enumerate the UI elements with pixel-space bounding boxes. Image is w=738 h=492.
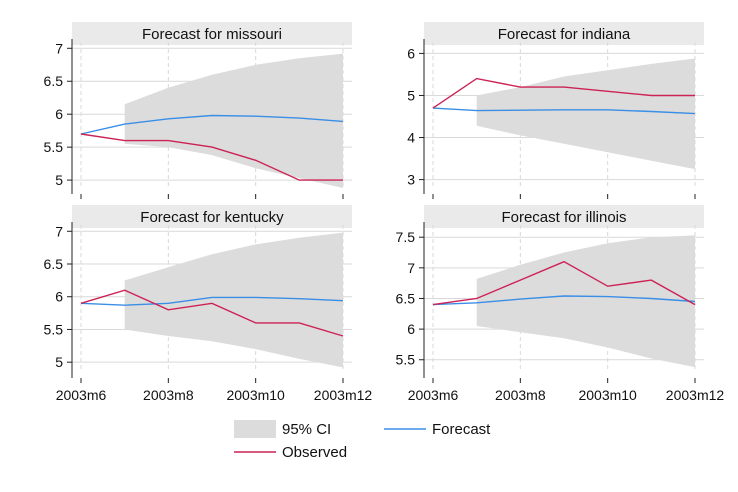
x-tick-label: 2003m6	[56, 387, 107, 403]
legend-forecast-label: Forecast	[432, 421, 491, 438]
panel-title-strip	[424, 205, 704, 228]
legend-observed-label: Observed	[282, 444, 347, 461]
panel-title-strip	[424, 22, 704, 45]
x-axis: 2003m6 2003m8 2003m10 2003m12 2003m6 2003m8 20…	[56, 387, 725, 403]
x-tick-label: 2003m10	[226, 387, 285, 403]
panel-title-strip	[72, 205, 352, 228]
ci-band	[124, 232, 343, 368]
y-tick-label: 5	[55, 172, 63, 188]
legend: 95% CI Forecast Observed	[234, 420, 491, 461]
y-tick-label: 6	[55, 289, 63, 305]
y-tick-label: 6	[407, 45, 415, 61]
y-tick-label: 7	[55, 40, 63, 56]
x-tick-label: 2003m6	[408, 387, 459, 403]
x-tick-label: 2003m8	[143, 387, 194, 403]
ci-band	[476, 58, 695, 170]
y-tick-label: 5	[55, 354, 63, 370]
y-tick-label: 6	[55, 106, 63, 122]
panel-title: Forecast for missouri	[142, 26, 282, 43]
y-tick-label: 6	[407, 321, 415, 337]
y-tick-label: 6.5	[396, 290, 416, 306]
panel-illinois: Forecast for illinois 5.5 6 6.5 7 7.5	[396, 205, 704, 383]
legend-ci-label: 95% CI	[282, 421, 331, 438]
forecast-line	[432, 107, 696, 115]
y-tick-label: 6.5	[44, 256, 64, 272]
panel-kentucky: Forecast for kentucky 5 5.5 6 6.5 7	[44, 205, 352, 383]
observed-line	[432, 260, 696, 306]
y-tick-label: 5	[407, 87, 415, 103]
panel-indiana: Forecast for indiana 3 4 5 6	[407, 22, 704, 199]
y-tick-label: 6.5	[44, 73, 64, 89]
y-tick-label: 5.5	[44, 321, 64, 337]
y-tick-label: 3	[407, 172, 415, 188]
x-tick-label: 2003m10	[578, 387, 637, 403]
x-tick-label: 2003m8	[495, 387, 546, 403]
y-tick-label: 7.5	[396, 229, 416, 245]
panel-title: Forecast for indiana	[498, 26, 631, 43]
y-tick-label: 4	[407, 130, 415, 146]
forecast-line	[432, 295, 696, 306]
x-tick-label: 2003m12	[666, 387, 725, 403]
observed-line	[80, 133, 343, 181]
forecast-line	[80, 296, 344, 306]
panel-missouri: Forecast for missouri 5 5.5 6 6.5 7	[44, 22, 352, 199]
forecast-line	[80, 114, 344, 135]
x-tick-label: 2003m12	[314, 387, 373, 403]
y-tick-label: 5.5	[396, 352, 416, 368]
observed-line	[80, 289, 344, 337]
ci-band	[124, 53, 343, 188]
observed-line	[432, 77, 695, 109]
panel-title: Forecast for illinois	[501, 209, 626, 226]
y-tick-label: 7	[407, 260, 415, 276]
y-tick-label: 7	[55, 223, 63, 239]
legend-ci-swatch	[234, 420, 276, 438]
ci-band	[476, 235, 695, 368]
panel-title-strip	[72, 22, 352, 45]
y-tick-label: 5.5	[44, 139, 64, 155]
panel-title: Forecast for kentucky	[140, 209, 284, 226]
